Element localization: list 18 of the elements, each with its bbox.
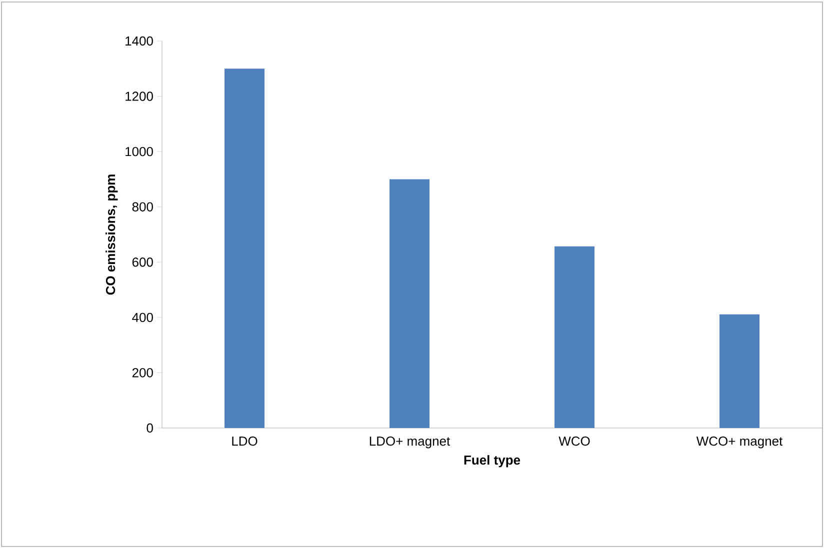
- y-tick-label: 1000: [126, 146, 153, 156]
- x-tick-label: WCO+ magnet: [696, 436, 783, 448]
- x-axis-title: Fuel type: [464, 455, 520, 468]
- y-tick-label: 0: [146, 423, 153, 433]
- bar: [720, 314, 760, 428]
- x-tick-label: LDO+ magnet: [370, 436, 450, 448]
- y-tick-label: 200: [132, 368, 153, 378]
- y-tick-label: 400: [132, 312, 153, 322]
- x-tick-label: LDO: [232, 436, 258, 446]
- bar: [224, 68, 264, 428]
- y-tick-label: 1200: [126, 92, 153, 101]
- y-tick-label: 600: [132, 258, 153, 267]
- y-tick-label: 800: [132, 202, 153, 212]
- x-tick-label: WCO: [558, 436, 590, 446]
- y-tick-label: 1400: [126, 36, 153, 46]
- y-axis-title: CO emissions, ppm: [106, 174, 118, 295]
- bar: [554, 246, 595, 428]
- bar: [390, 179, 430, 428]
